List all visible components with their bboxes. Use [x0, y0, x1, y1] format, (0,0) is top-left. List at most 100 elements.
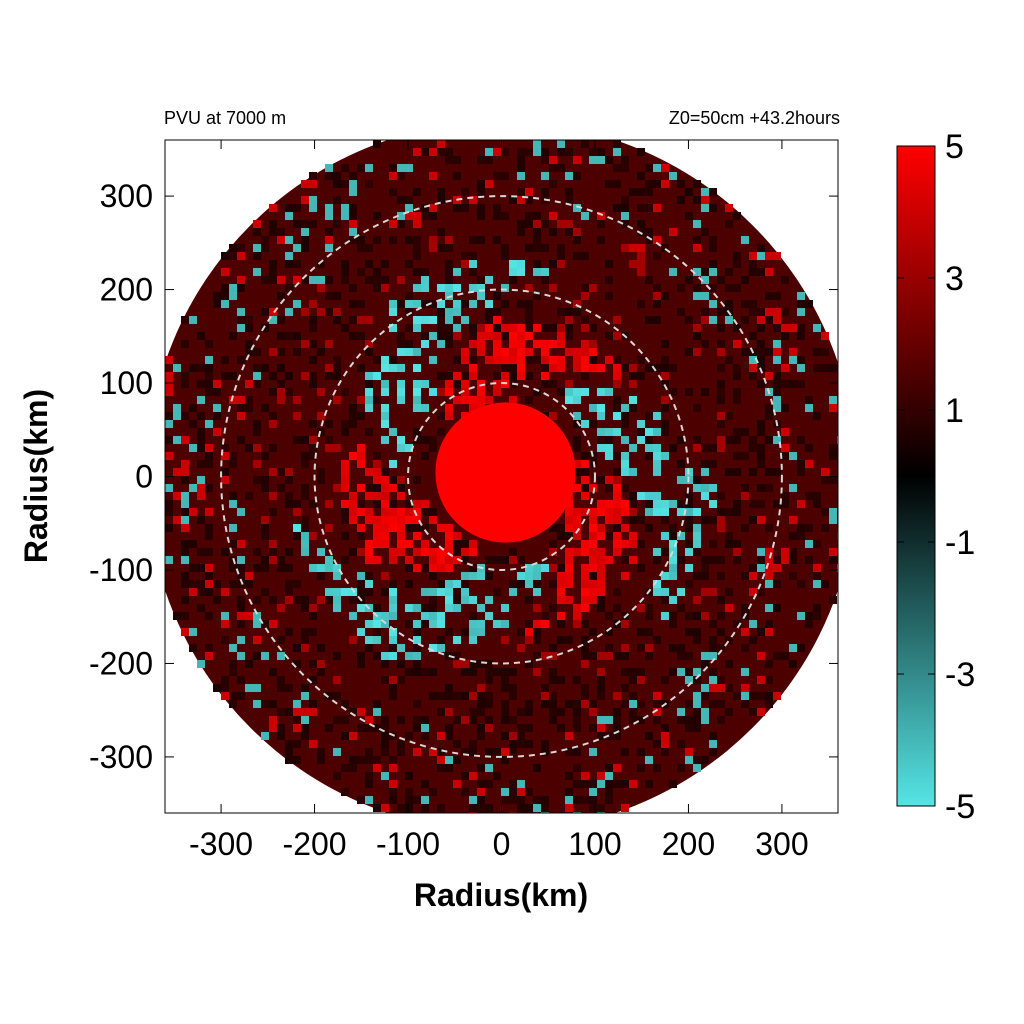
field-cell	[701, 388, 709, 396]
field-cell	[717, 700, 725, 708]
field-cell	[477, 804, 485, 812]
field-cell	[237, 564, 245, 572]
field-cell	[197, 580, 205, 588]
field-cell	[333, 596, 341, 604]
field-cell	[701, 268, 709, 276]
field-cell	[165, 372, 173, 380]
field-cell	[517, 556, 525, 564]
field-cell	[773, 340, 781, 348]
field-cell	[413, 284, 421, 292]
field-cell	[405, 516, 413, 524]
field-cell	[173, 468, 181, 476]
field-cell	[461, 372, 469, 380]
field-cell	[501, 684, 509, 692]
field-cell	[381, 516, 389, 524]
field-cell	[749, 252, 757, 260]
field-cell	[581, 636, 589, 644]
field-cell	[437, 620, 445, 628]
field-cell	[613, 428, 621, 436]
field-cell	[469, 356, 477, 364]
field-cell	[381, 660, 389, 668]
field-cell	[701, 660, 709, 668]
field-cell	[445, 148, 453, 156]
field-cell	[269, 260, 277, 268]
field-cell	[309, 204, 317, 212]
field-cell	[453, 308, 461, 316]
field-cell	[605, 788, 613, 796]
field-cell	[565, 348, 573, 356]
field-cell	[445, 332, 453, 340]
field-cell	[613, 588, 621, 596]
field-cell	[221, 452, 229, 460]
field-cell	[685, 668, 693, 676]
field-cell	[445, 596, 453, 604]
field-cell	[317, 476, 325, 484]
field-cell	[437, 332, 445, 340]
field-cell	[445, 292, 453, 300]
field-cell	[621, 204, 629, 212]
field-cell	[357, 508, 365, 516]
field-cell	[685, 388, 693, 396]
field-cell	[245, 396, 253, 404]
field-cell	[573, 348, 581, 356]
field-cell	[301, 516, 309, 524]
field-cell	[565, 564, 573, 572]
field-cell	[421, 380, 429, 388]
field-cell	[773, 356, 781, 364]
field-cell	[277, 484, 285, 492]
field-cell	[557, 324, 565, 332]
field-cell	[373, 212, 381, 220]
field-cell	[613, 652, 621, 660]
field-cell	[533, 628, 541, 636]
field-cell	[669, 532, 677, 540]
field-cell	[397, 492, 405, 500]
field-cell	[589, 788, 597, 796]
field-cell	[685, 516, 693, 524]
field-cell	[381, 620, 389, 628]
field-cell	[677, 740, 685, 748]
field-cell	[405, 204, 413, 212]
field-cell	[653, 252, 661, 260]
field-cell	[469, 748, 477, 756]
field-cell	[381, 676, 389, 684]
field-cell	[445, 260, 453, 268]
field-cell	[453, 204, 461, 212]
field-cell	[525, 244, 533, 252]
field-cell	[613, 452, 621, 460]
field-cell	[573, 444, 581, 452]
field-cell	[405, 668, 413, 676]
field-cell	[229, 668, 237, 676]
field-cell	[469, 740, 477, 748]
field-cell	[629, 556, 637, 564]
field-cell	[429, 508, 437, 516]
field-cell	[613, 780, 621, 788]
field-cell	[581, 564, 589, 572]
field-cell	[653, 204, 661, 212]
field-cell	[469, 236, 477, 244]
field-cell	[693, 636, 701, 644]
field-cell	[661, 364, 669, 372]
field-cell	[461, 300, 469, 308]
field-cell	[373, 532, 381, 540]
field-cell	[389, 796, 397, 804]
field-cell	[461, 692, 469, 700]
field-cell	[533, 356, 541, 364]
field-cell	[381, 492, 389, 500]
field-cell	[597, 428, 605, 436]
field-cell	[701, 340, 709, 348]
field-cell	[741, 492, 749, 500]
field-cell	[597, 388, 605, 396]
field-cell	[461, 204, 469, 212]
field-cell	[597, 772, 605, 780]
field-cell	[565, 316, 573, 324]
field-cell	[565, 516, 573, 524]
field-cell	[373, 372, 381, 380]
field-cell	[581, 420, 589, 428]
field-cell	[413, 148, 421, 156]
field-cell	[373, 476, 381, 484]
field-cell	[749, 364, 757, 372]
field-cell	[533, 244, 541, 252]
field-cell	[477, 204, 485, 212]
field-cell	[237, 604, 245, 612]
field-cell	[365, 380, 373, 388]
